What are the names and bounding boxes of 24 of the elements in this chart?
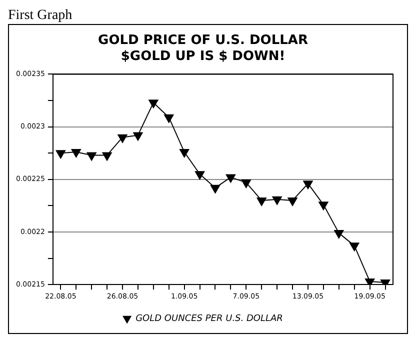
point (334, 230, 344, 239)
point (194, 171, 205, 180)
point (318, 202, 328, 210)
point (71, 149, 81, 158)
point (56, 150, 66, 159)
point (133, 132, 143, 141)
legend-label: GOLD OUNCES PER U.S. DOLLAR (136, 314, 283, 324)
point (288, 197, 298, 206)
point (256, 197, 266, 206)
point (118, 134, 128, 143)
point (86, 152, 96, 161)
point (272, 196, 282, 205)
point (102, 152, 112, 161)
point (241, 180, 251, 188)
point (210, 184, 220, 194)
point (226, 174, 236, 183)
point (164, 114, 174, 123)
text: GOLD PRICE OF U.S. DOLLAR (98, 33, 308, 48)
point (350, 242, 360, 252)
point (148, 100, 158, 108)
text: $GOLD UP IS $ DOWN! (120, 48, 286, 64)
point (180, 149, 190, 158)
point (303, 180, 313, 190)
text: First Graph (8, 8, 74, 24)
